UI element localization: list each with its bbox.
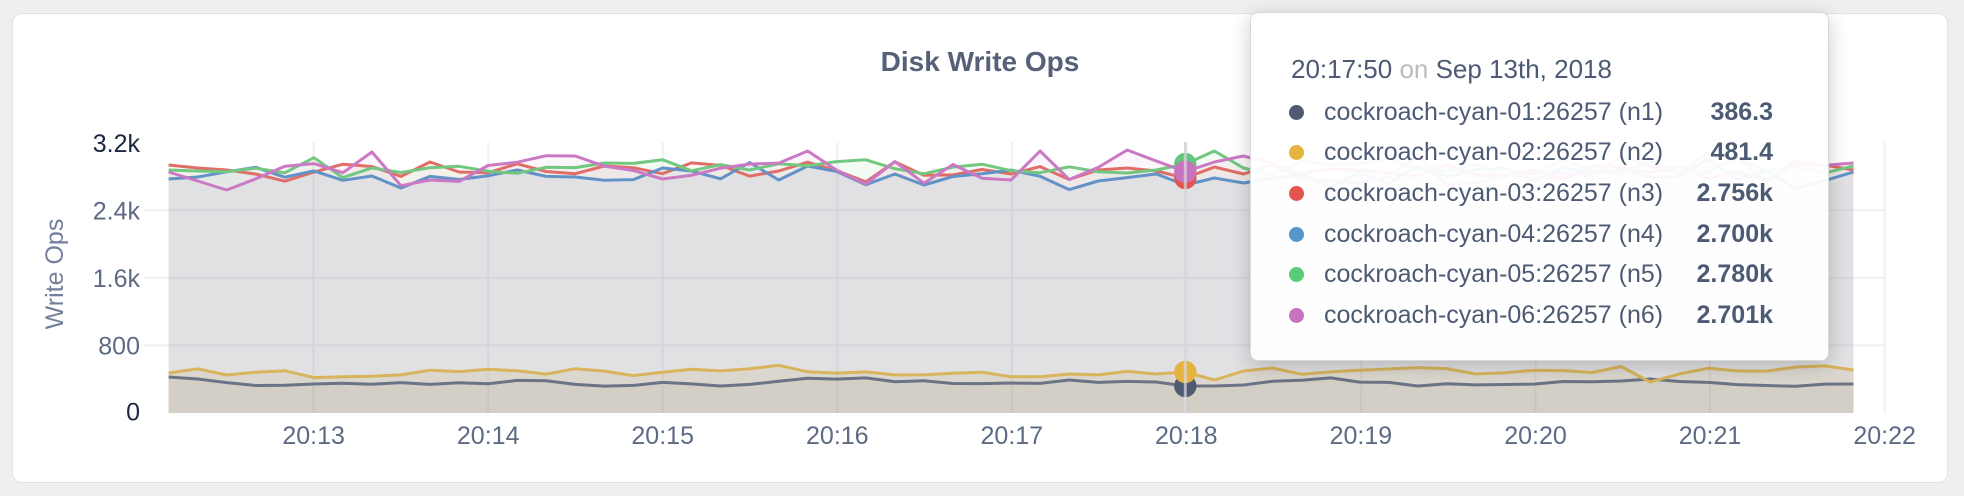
svg-text:2.4k: 2.4k	[93, 197, 141, 225]
svg-text:20:18: 20:18	[1155, 422, 1218, 450]
svg-text:3.2k: 3.2k	[93, 130, 141, 158]
svg-text:20:20: 20:20	[1504, 422, 1567, 450]
svg-text:20:17: 20:17	[981, 422, 1044, 450]
svg-text:1.6k: 1.6k	[93, 265, 141, 293]
svg-text:20:16: 20:16	[806, 422, 869, 450]
svg-text:20:21: 20:21	[1679, 422, 1742, 450]
svg-text:20:13: 20:13	[282, 422, 345, 450]
svg-text:20:15: 20:15	[631, 422, 694, 450]
svg-text:0: 0	[126, 399, 140, 427]
svg-text:20:14: 20:14	[457, 422, 520, 450]
svg-text:Write Ops: Write Ops	[41, 219, 69, 330]
svg-text:20:22: 20:22	[1853, 422, 1916, 450]
svg-text:20:19: 20:19	[1330, 422, 1393, 450]
svg-text:800: 800	[98, 332, 140, 360]
